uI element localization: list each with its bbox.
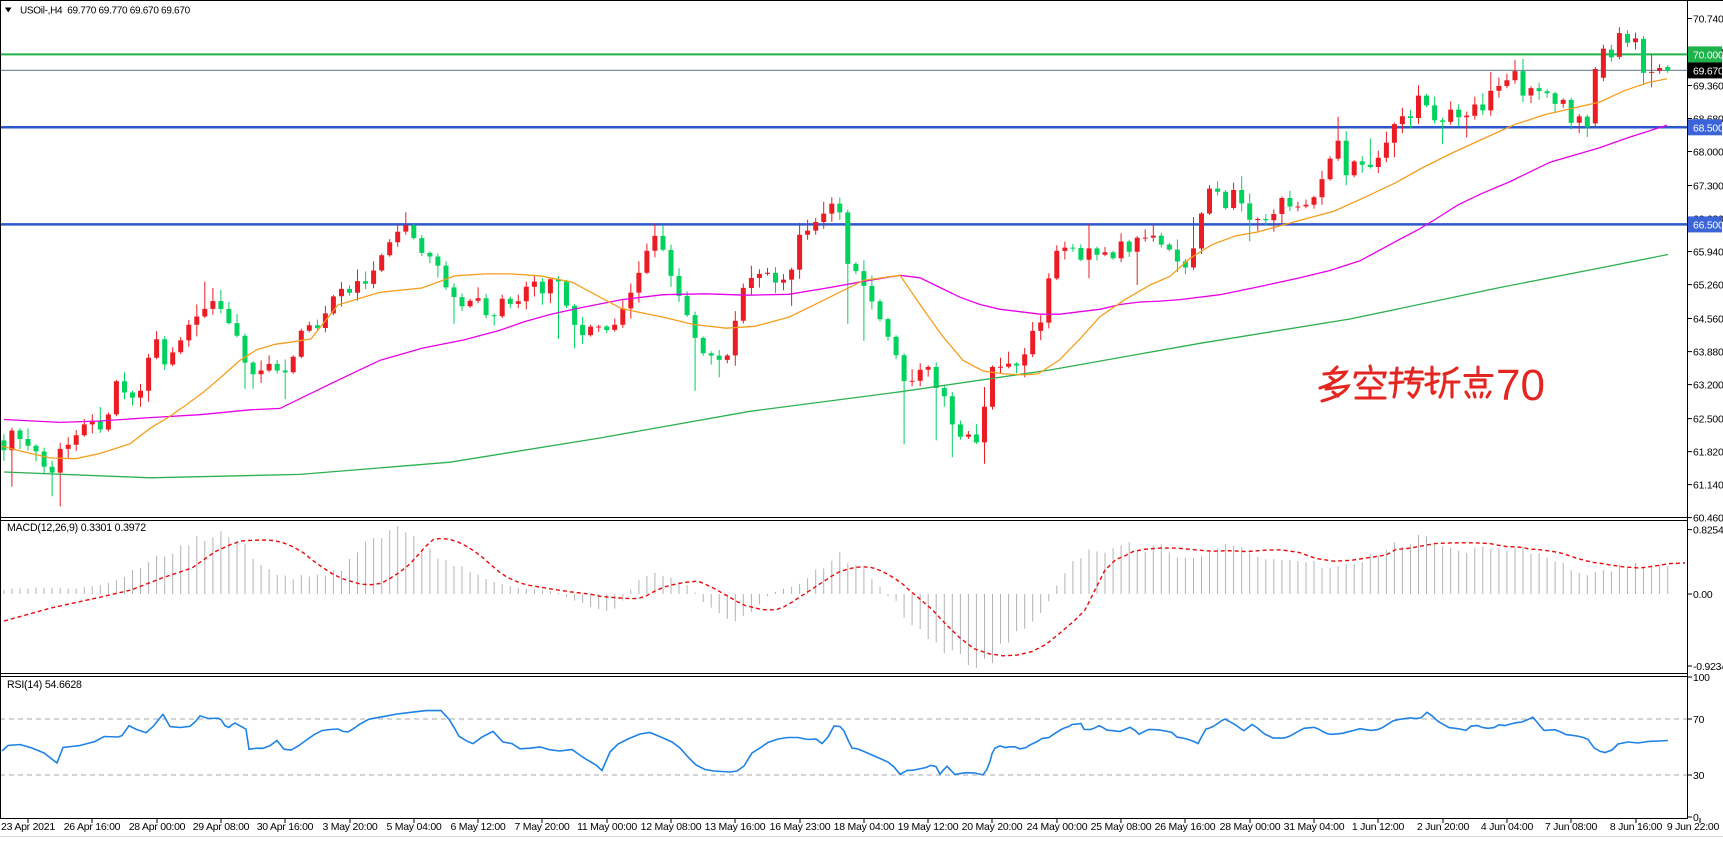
svg-text:65.940: 65.940 bbox=[1693, 247, 1723, 258]
svg-text:70: 70 bbox=[1496, 361, 1545, 410]
svg-text:20 May 20:00: 20 May 20:00 bbox=[962, 821, 1023, 833]
svg-text:29 Apr 08:00: 29 Apr 08:00 bbox=[193, 821, 250, 833]
svg-text:7 May 20:00: 7 May 20:00 bbox=[514, 821, 569, 833]
svg-text:25 May 08:00: 25 May 08:00 bbox=[1091, 821, 1152, 833]
svg-text:30: 30 bbox=[1693, 771, 1705, 782]
svg-text:11 May 00:00: 11 May 00:00 bbox=[577, 821, 637, 833]
svg-text:16 May 23:00: 16 May 23:00 bbox=[770, 821, 831, 833]
svg-text:1 Jun 12:00: 1 Jun 12:00 bbox=[1352, 821, 1405, 833]
svg-text:5 May 04:00: 5 May 04:00 bbox=[386, 821, 441, 833]
svg-text:70: 70 bbox=[1693, 715, 1705, 726]
svg-text:8 Jun 16:00: 8 Jun 16:00 bbox=[1610, 821, 1663, 833]
svg-text:67.300: 67.300 bbox=[1693, 181, 1723, 192]
svg-text:4 Jun 04:00: 4 Jun 04:00 bbox=[1481, 821, 1534, 833]
svg-text:9 Jun 22:00: 9 Jun 22:00 bbox=[1667, 821, 1720, 833]
svg-text:24 May 00:00: 24 May 00:00 bbox=[1027, 821, 1088, 833]
svg-text:69.670: 69.670 bbox=[1693, 66, 1723, 77]
svg-text:3 May 20:00: 3 May 20:00 bbox=[322, 821, 377, 833]
svg-text:70.740: 70.740 bbox=[1693, 14, 1723, 25]
svg-text:65.260: 65.260 bbox=[1693, 280, 1723, 291]
svg-text:0: 0 bbox=[1693, 813, 1699, 824]
svg-text:26 Apr 16:00: 26 Apr 16:00 bbox=[64, 821, 121, 833]
svg-text:MACD(12,26,9) 0.3301 0.3972: MACD(12,26,9) 0.3301 0.3972 bbox=[7, 522, 146, 534]
svg-text:28 Apr 00:00: 28 Apr 00:00 bbox=[129, 821, 186, 833]
svg-text:7 Jun 08:00: 7 Jun 08:00 bbox=[1545, 821, 1598, 833]
svg-text:19 May 12:00: 19 May 12:00 bbox=[898, 821, 959, 833]
svg-text:13 May 16:00: 13 May 16:00 bbox=[705, 821, 766, 833]
svg-text:61.140: 61.140 bbox=[1693, 480, 1723, 491]
svg-text:26 May 16:00: 26 May 16:00 bbox=[1155, 821, 1216, 833]
svg-text:USOil-,H4 69.770 69.770 69.67: USOil-,H4 69.770 69.770 69.670 69.670 bbox=[20, 6, 191, 17]
svg-text:RSI(14) 54.6628: RSI(14) 54.6628 bbox=[7, 679, 82, 691]
svg-text:18 May 04:00: 18 May 04:00 bbox=[834, 821, 895, 833]
svg-text:30 Apr 16:00: 30 Apr 16:00 bbox=[257, 821, 314, 833]
svg-text:23 Apr 2021: 23 Apr 2021 bbox=[1, 821, 55, 833]
svg-text:62.500: 62.500 bbox=[1693, 414, 1723, 425]
svg-text:100: 100 bbox=[1693, 673, 1710, 684]
svg-text:63.200: 63.200 bbox=[1693, 380, 1723, 391]
svg-text:60.460: 60.460 bbox=[1693, 513, 1723, 524]
svg-text:66.500: 66.500 bbox=[1693, 220, 1723, 231]
svg-text:12 May 08:00: 12 May 08:00 bbox=[641, 821, 702, 833]
svg-text:2 Jun 20:00: 2 Jun 20:00 bbox=[1417, 821, 1470, 833]
svg-text:69.360: 69.360 bbox=[1693, 81, 1723, 92]
svg-text:64.560: 64.560 bbox=[1693, 314, 1723, 325]
svg-text:68.500: 68.500 bbox=[1693, 123, 1723, 134]
svg-text:61.820: 61.820 bbox=[1693, 447, 1723, 458]
svg-text:28 May 00:00: 28 May 00:00 bbox=[1220, 821, 1281, 833]
svg-text:-0.9234: -0.9234 bbox=[1693, 662, 1723, 673]
svg-text:6 May 12:00: 6 May 12:00 bbox=[450, 821, 505, 833]
svg-text:63.880: 63.880 bbox=[1693, 347, 1723, 358]
svg-text:70.000: 70.000 bbox=[1693, 50, 1723, 61]
svg-text:68.000: 68.000 bbox=[1693, 147, 1723, 158]
svg-text:0.8254: 0.8254 bbox=[1693, 525, 1723, 536]
svg-text:31 May 04:00: 31 May 04:00 bbox=[1284, 821, 1345, 833]
svg-text:0.00: 0.00 bbox=[1693, 590, 1713, 601]
